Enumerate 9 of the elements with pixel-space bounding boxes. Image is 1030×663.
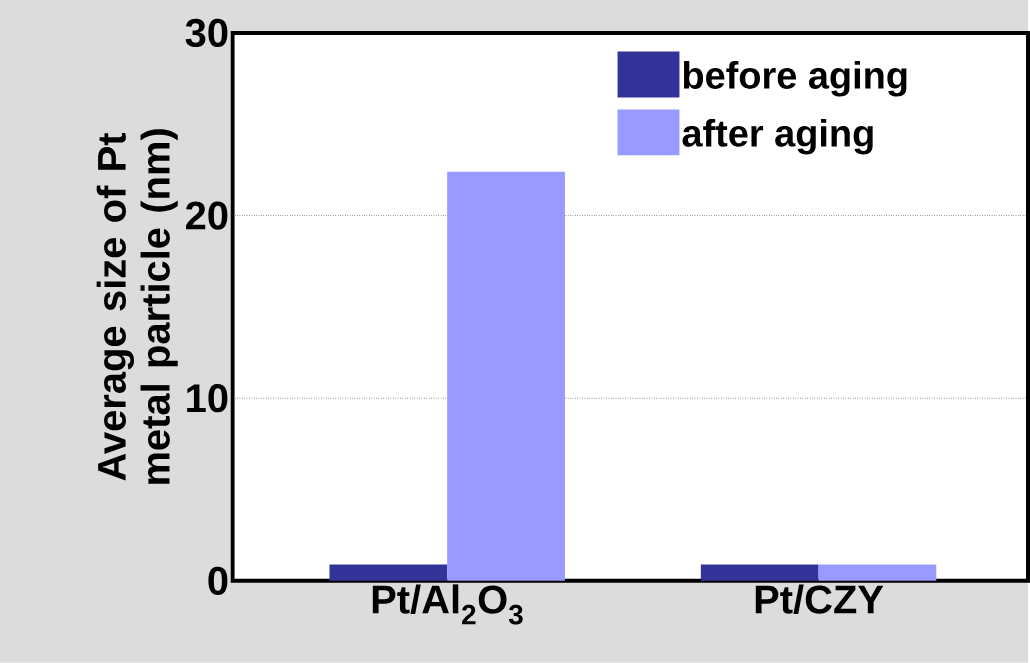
y-tick-label: 20 bbox=[186, 201, 228, 230]
legend-label: after aging bbox=[682, 119, 873, 155]
x-tick-label: Pt/CZY bbox=[755, 584, 884, 615]
y-tick-label: 10 bbox=[187, 384, 228, 413]
y-tick-label: 0 bbox=[208, 566, 228, 596]
y-axis-title: Average size of Pt metal particle (nm) bbox=[96, 129, 178, 485]
legend-label: before aging bbox=[683, 61, 907, 97]
y-tick-label: 30 bbox=[185, 18, 228, 48]
x-tick-label: Pt/Al$_{2}$O$_{3}$ bbox=[372, 584, 523, 625]
